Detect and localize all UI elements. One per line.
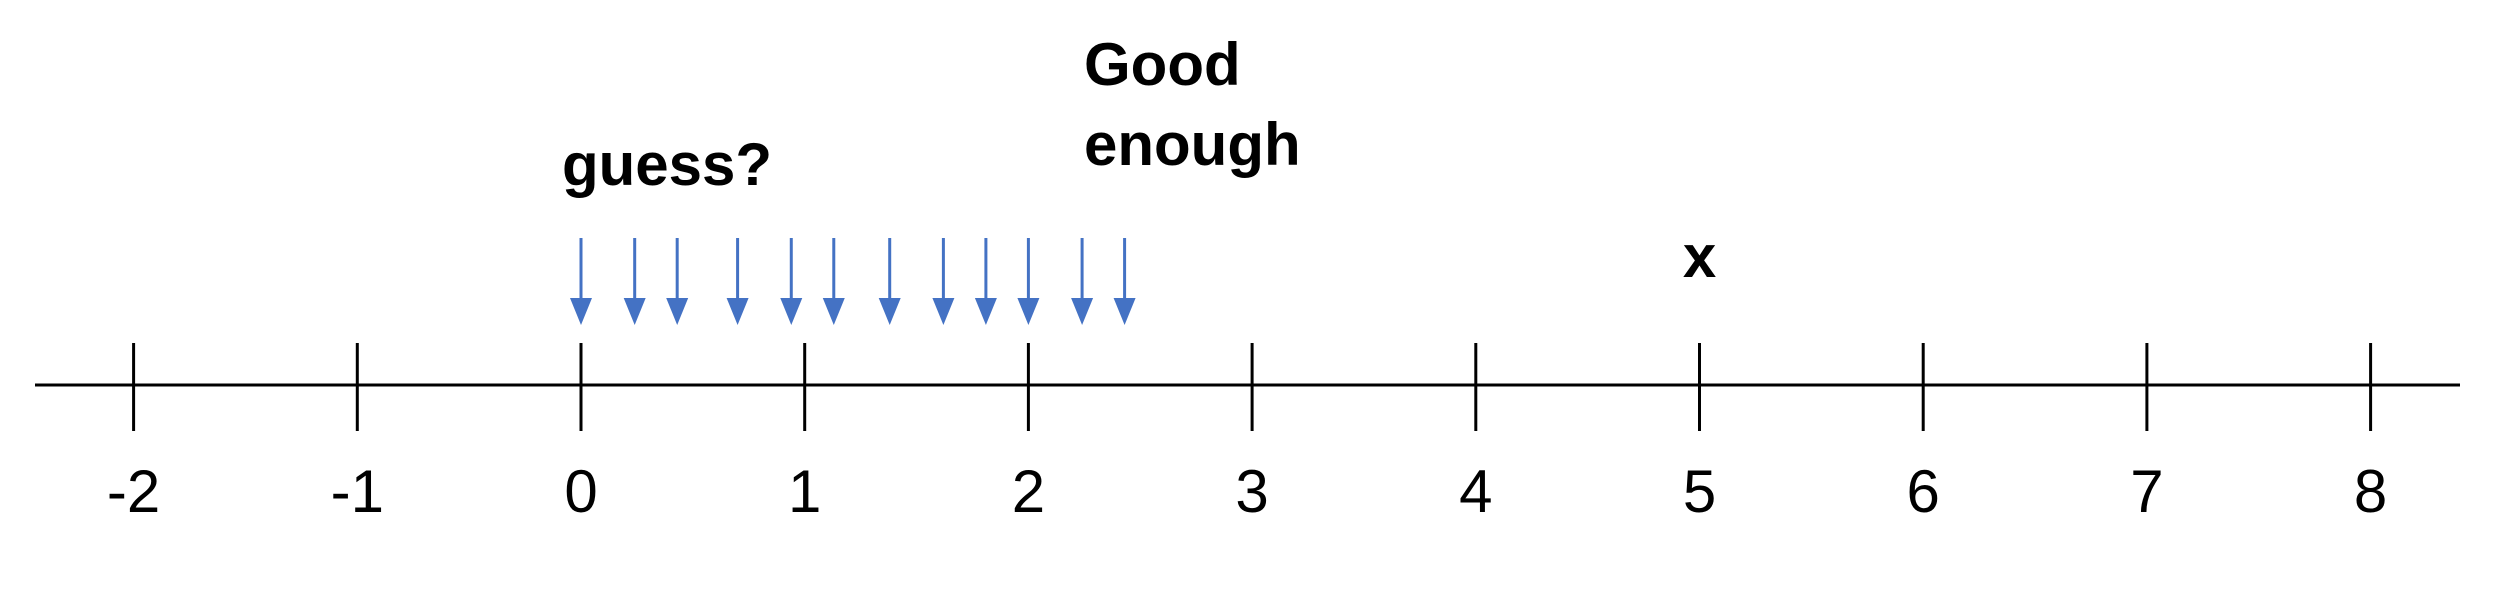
guess-arrow-head <box>1113 298 1136 325</box>
guess-arrow <box>1017 238 1040 325</box>
guess-arrow <box>1113 238 1136 325</box>
guess-arrow-head <box>666 298 689 325</box>
tick-label: 7 <box>2130 458 2163 525</box>
tick-label: -2 <box>107 458 160 525</box>
guess-arrow <box>878 238 901 325</box>
tick-label: 1 <box>788 458 821 525</box>
guess-arrow <box>570 238 592 325</box>
tick-label: -1 <box>331 458 384 525</box>
guess-arrow <box>822 238 845 325</box>
guess-arrows <box>570 238 1136 325</box>
guess-arrow <box>726 238 749 325</box>
good-enough-label-line1: Good <box>1084 31 1241 98</box>
guess-arrow-head <box>932 298 955 325</box>
guess-arrow-head <box>726 298 749 325</box>
guess-arrow-head <box>1071 298 1094 325</box>
tick-label: 4 <box>1459 458 1492 525</box>
guess-arrow <box>1071 238 1094 325</box>
tick-label: 2 <box>1012 458 1045 525</box>
tick-marks <box>132 343 2373 431</box>
guess-arrow-head <box>570 298 592 325</box>
tick-label: 0 <box>564 458 597 525</box>
tick-label: 3 <box>1235 458 1268 525</box>
tick-label: 6 <box>1907 458 1940 525</box>
guess-arrow <box>780 238 803 325</box>
tick-label: 5 <box>1683 458 1716 525</box>
guess-arrow <box>623 238 646 325</box>
guess-arrow-head <box>780 298 803 325</box>
target-x-label: x <box>1683 223 1716 290</box>
guess-label: guess? <box>562 131 772 198</box>
guess-arrow-head <box>1017 298 1040 325</box>
guess-arrow <box>666 238 689 325</box>
tick-label: 8 <box>2354 458 2387 525</box>
guess-arrow-head <box>822 298 845 325</box>
guess-arrow <box>974 238 997 325</box>
tick-labels: -2 -1 0 1 2 3 4 5 6 7 8 <box>107 458 2387 525</box>
guess-arrow-head <box>974 298 997 325</box>
guess-arrow-head <box>623 298 646 325</box>
guess-arrow <box>932 238 955 325</box>
good-enough-label-line2: enough <box>1084 111 1301 178</box>
guess-arrow-head <box>878 298 901 325</box>
